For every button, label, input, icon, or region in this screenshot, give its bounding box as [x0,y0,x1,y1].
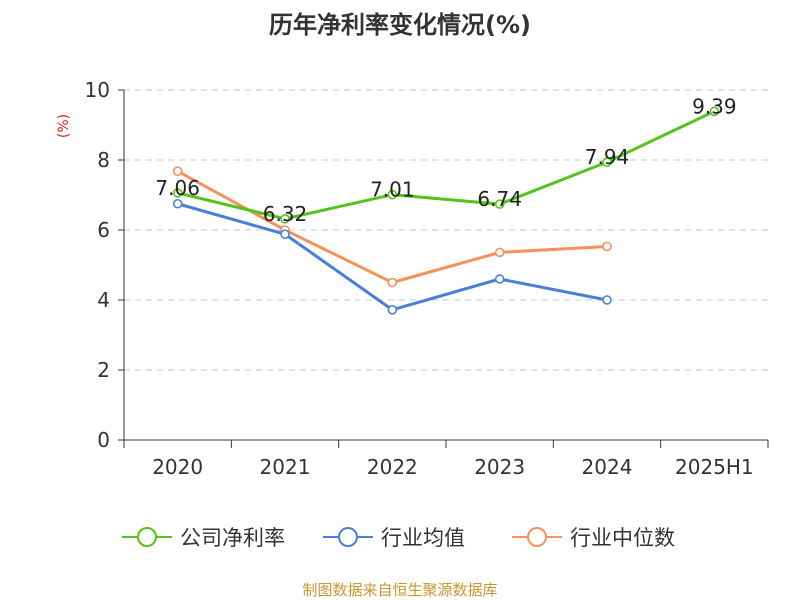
data-point [602,157,612,167]
legend-marker-icon[interactable] [527,527,547,547]
data-point [602,295,612,305]
data-label: 7.06 [155,176,200,200]
data-point [172,198,183,209]
data-label: 6.74 [477,187,522,211]
x-tick-label: 2025H1 [675,455,754,479]
x-tick-label: 2024 [582,455,633,479]
data-point [602,241,612,252]
x-tick-label: 2020 [152,455,203,479]
data-point [494,199,505,209]
data-point [387,277,398,288]
data-labels: 7.06 6.32 7.01 6.74 7.94 9.39 [155,94,736,225]
data-point [280,214,290,224]
legend-label[interactable]: 公司净利率 [180,526,285,550]
y-tick-label: 10 [85,78,110,102]
y-tick-label: 6 [97,218,110,242]
axes: 0 2 4 6 8 10 2020 2021 2022 2023 2024 2025H1 [85,78,769,479]
legend-label[interactable]: 行业中位数 [570,526,675,550]
data-point [494,247,505,258]
series-line [177,109,715,221]
data-point [387,189,398,200]
series-line [177,202,608,312]
data-point [172,188,183,198]
y-tick-label: 2 [97,358,110,382]
legend-marker-icon[interactable] [338,527,358,547]
y-tick-label: 4 [97,288,110,312]
data-point [387,304,398,315]
data-point [709,106,720,117]
y-tick-label: 8 [97,148,110,172]
data-point [280,229,290,239]
y-tick-label: 0 [97,428,110,452]
x-tick-label: 2022 [367,455,418,479]
x-tick-label: 2023 [474,455,525,479]
data-label: 9.39 [692,94,737,118]
data-point [494,274,505,284]
data-label: 7.01 [370,178,415,202]
data-point [172,166,183,176]
x-tick-label: 2021 [260,455,311,479]
data-label: 7.94 [585,145,630,169]
legend-marker-icon[interactable] [137,527,157,547]
chart-title: 历年净利率变化情况(%) [269,11,531,39]
legend[interactable]: 公司净利率 行业均值 行业中位数 [122,526,675,550]
y-axis-unit: (%) [56,114,72,138]
legend-label[interactable]: 行业均值 [381,526,465,550]
data-label: 6.32 [263,202,308,226]
series-group [172,106,720,315]
grid-lines [124,89,768,371]
source-note: 制图数据来自恒生聚源数据库 [302,581,497,599]
